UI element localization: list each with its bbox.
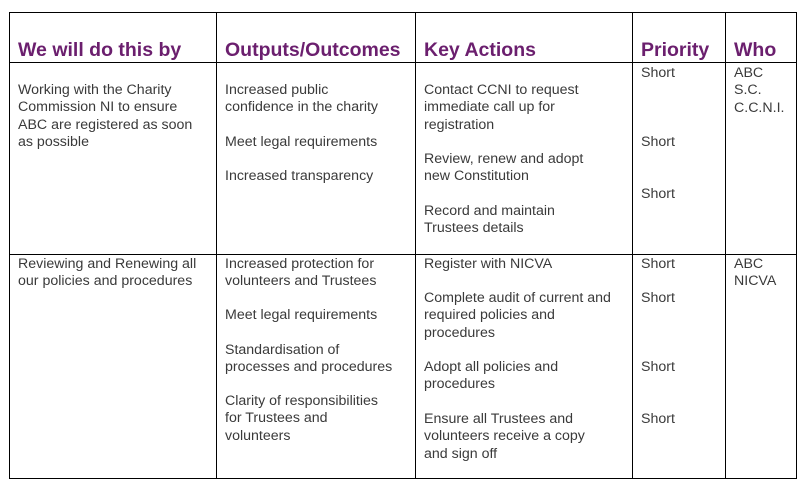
column-divider <box>216 13 217 478</box>
header-key-actions: Key Actions <box>424 39 536 61</box>
row2-action: Ensure all Trustees and volunteers recei… <box>424 411 585 462</box>
row2-outcome: Clarity of responsibilities for Trustees… <box>225 393 378 444</box>
row2-action: Register with NICVA <box>424 256 553 272</box>
header-outcomes: Outputs/Outcomes <box>225 39 401 61</box>
header-who: Who <box>734 39 777 61</box>
row2-approach: Reviewing and Renewing all our policies … <box>18 256 197 290</box>
row2-priority: Short <box>641 256 675 272</box>
column-divider <box>415 13 416 478</box>
row1-action: Record and maintain Trustees details <box>424 203 555 237</box>
header-divider <box>10 62 796 63</box>
row1-priority: Short <box>641 186 675 202</box>
header-approach: We will do this by <box>18 39 182 61</box>
column-divider <box>632 13 633 478</box>
row2-outcome: Standardisation of processes and procedu… <box>225 342 393 376</box>
action-plan-table: We will do this by Outputs/Outcomes Key … <box>9 12 797 479</box>
row2-who: ABC NICVA <box>734 256 777 290</box>
row2-priority: Short <box>641 359 675 375</box>
row2-priority: Short <box>641 290 675 306</box>
header-priority: Priority <box>641 39 710 61</box>
row1-outcome: Increased public confidence in the chari… <box>225 82 379 116</box>
row-divider <box>10 254 796 255</box>
row1-priority: Short <box>641 65 675 81</box>
row1-who: ABC S.C. C.C.N.I. <box>734 65 785 116</box>
row1-action: Contact CCNI to request immediate call u… <box>424 82 579 133</box>
row1-outcome: Meet legal requirements <box>225 134 378 150</box>
row1-approach: Working with the Charity Commission NI t… <box>18 82 193 150</box>
column-divider <box>725 13 726 478</box>
row2-action: Complete audit of current and required p… <box>424 290 611 341</box>
row2-priority: Short <box>641 411 675 427</box>
row1-outcome: Increased transparency <box>225 168 374 184</box>
row2-action: Adopt all policies and procedures <box>424 359 559 393</box>
row1-action: Review, renew and adopt new Constitution <box>424 151 584 185</box>
row1-priority: Short <box>641 134 675 150</box>
row2-outcome: Increased protection for volunteers and … <box>225 256 377 290</box>
row2-outcome: Meet legal requirements <box>225 307 378 323</box>
